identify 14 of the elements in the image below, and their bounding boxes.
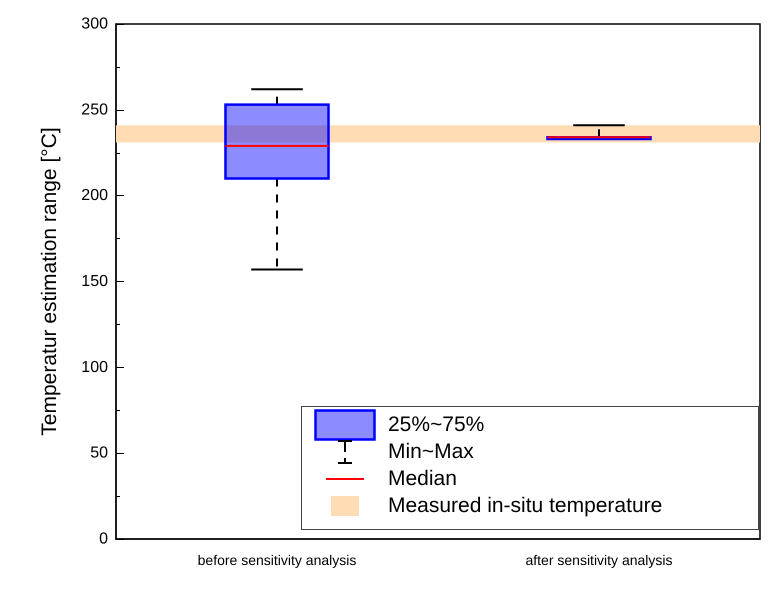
y-tick-label: 200 (81, 187, 108, 204)
legend-label: Measured in-situ temperature (388, 494, 662, 518)
y-tick-label: 0 (99, 530, 108, 548)
annotation: Median (388, 466, 457, 490)
y-tick-label: 250 (81, 101, 108, 118)
y-tick-label: 50 (90, 444, 108, 462)
x-tick-label: before sensitivity analysis (198, 552, 356, 568)
annotation: Min~Max (388, 440, 474, 464)
x-tick-label: after sensitivity analysis (525, 552, 673, 568)
y-tick-label: 150 (81, 273, 108, 290)
y-tick-label: 300 (81, 16, 108, 32)
y-tick-label: 100 (81, 358, 108, 376)
legend-label: 25%~75% (388, 412, 484, 436)
y-axis-title: Temperatur estimation range [°C] (38, 127, 61, 436)
